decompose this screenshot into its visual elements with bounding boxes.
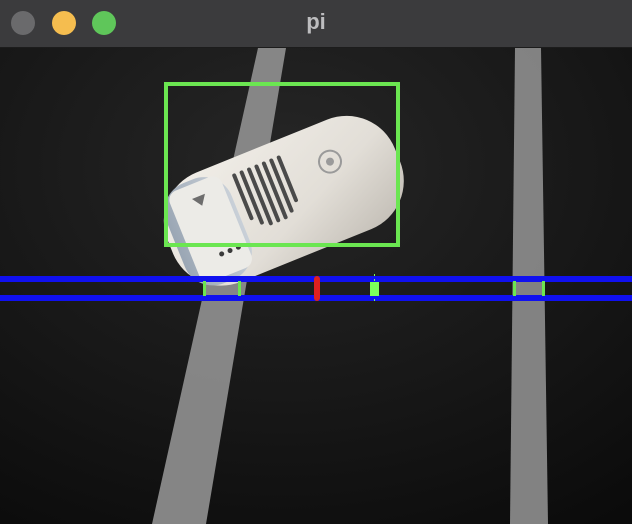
right-tape-edge-marker-right <box>542 281 545 296</box>
camera-frame <box>0 48 632 524</box>
title-bar[interactable]: pi <box>0 0 632 48</box>
right-tape-edge-marker-left <box>513 281 516 296</box>
left-tape-edge-marker-right <box>238 281 241 296</box>
close-window-button[interactable] <box>11 11 35 35</box>
camera-feed-view <box>0 48 632 524</box>
window-title: pi <box>306 9 326 34</box>
minimize-window-button[interactable] <box>52 11 76 35</box>
zoom-window-button[interactable] <box>92 11 116 35</box>
right-tape-line <box>510 48 548 524</box>
left-tape-edge-marker-left <box>203 281 206 296</box>
detection-bounding-box <box>164 82 400 247</box>
frame-center-marker <box>314 276 320 301</box>
